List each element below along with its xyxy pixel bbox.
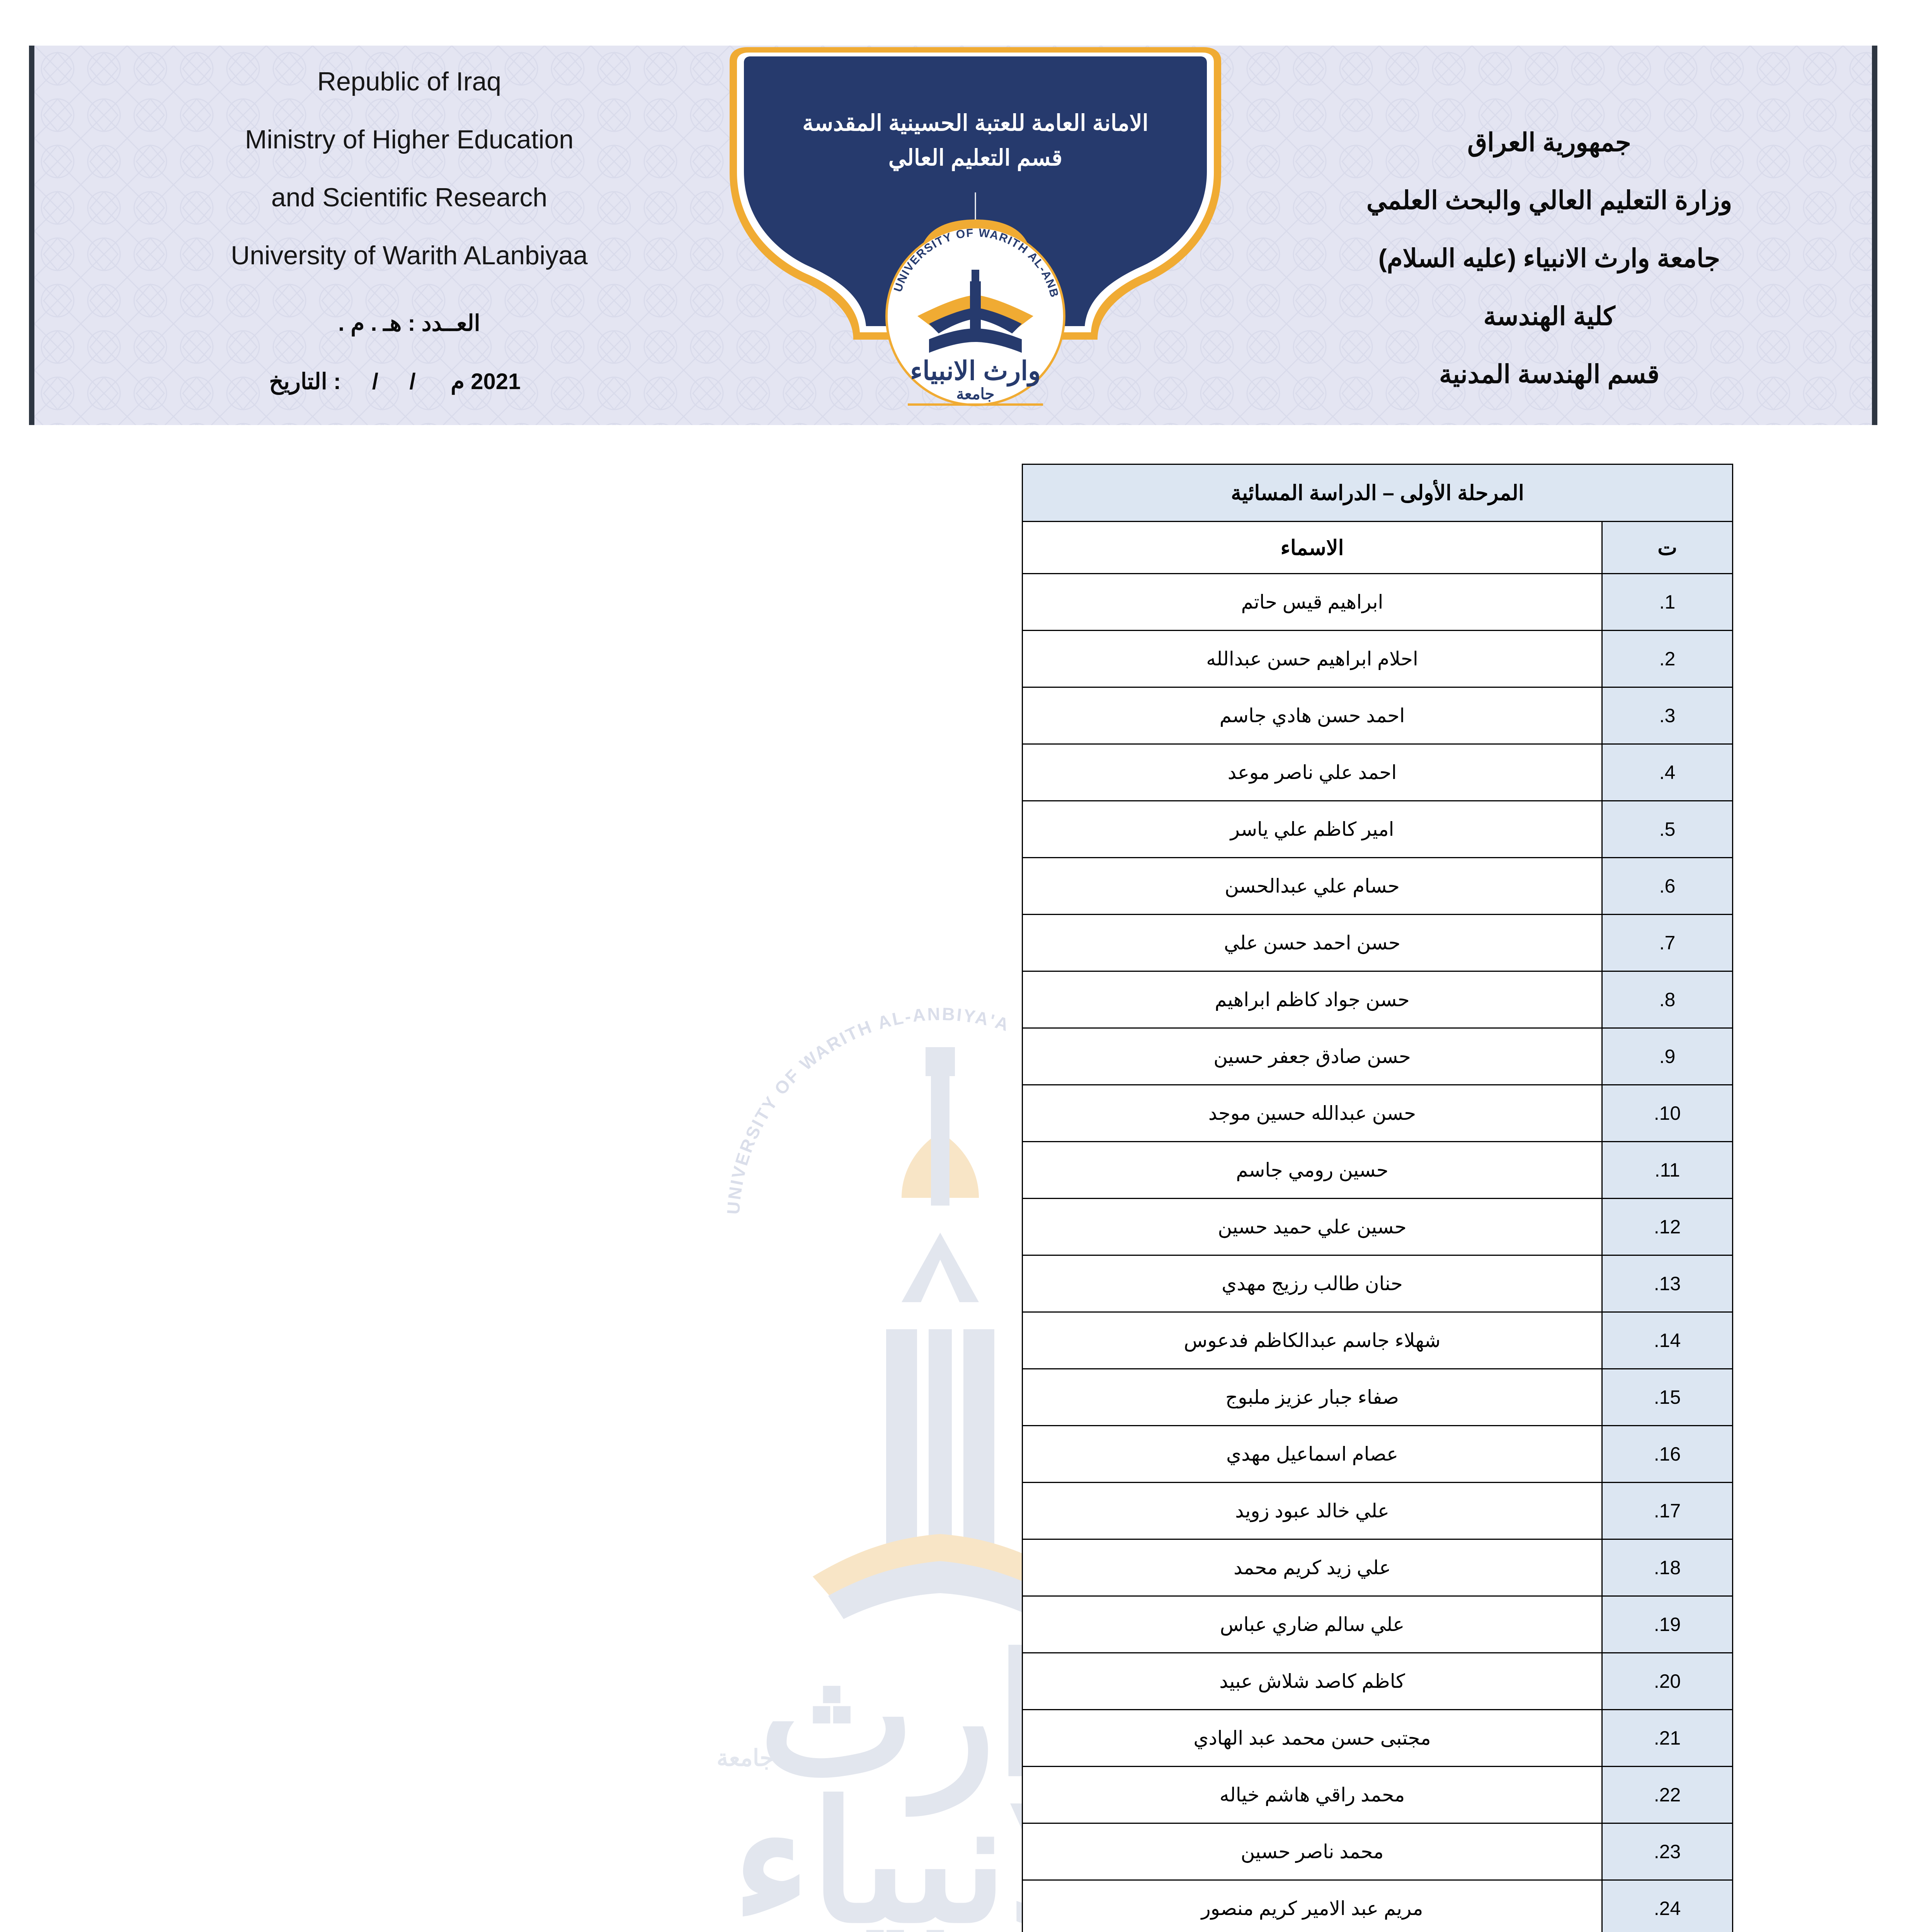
- svg-text:قسم التعليم العالي: قسم التعليم العالي: [888, 145, 1062, 171]
- svg-text:جامعة: جامعة: [956, 386, 994, 403]
- svg-text:الامانة العامة للعتبة الحسينية: الامانة العامة للعتبة الحسينية المقدسة: [802, 111, 1149, 136]
- svg-text:وارث الانبياء: وارث الانبياء: [910, 356, 1041, 387]
- svg-text:جامعة: جامعة: [716, 1745, 774, 1771]
